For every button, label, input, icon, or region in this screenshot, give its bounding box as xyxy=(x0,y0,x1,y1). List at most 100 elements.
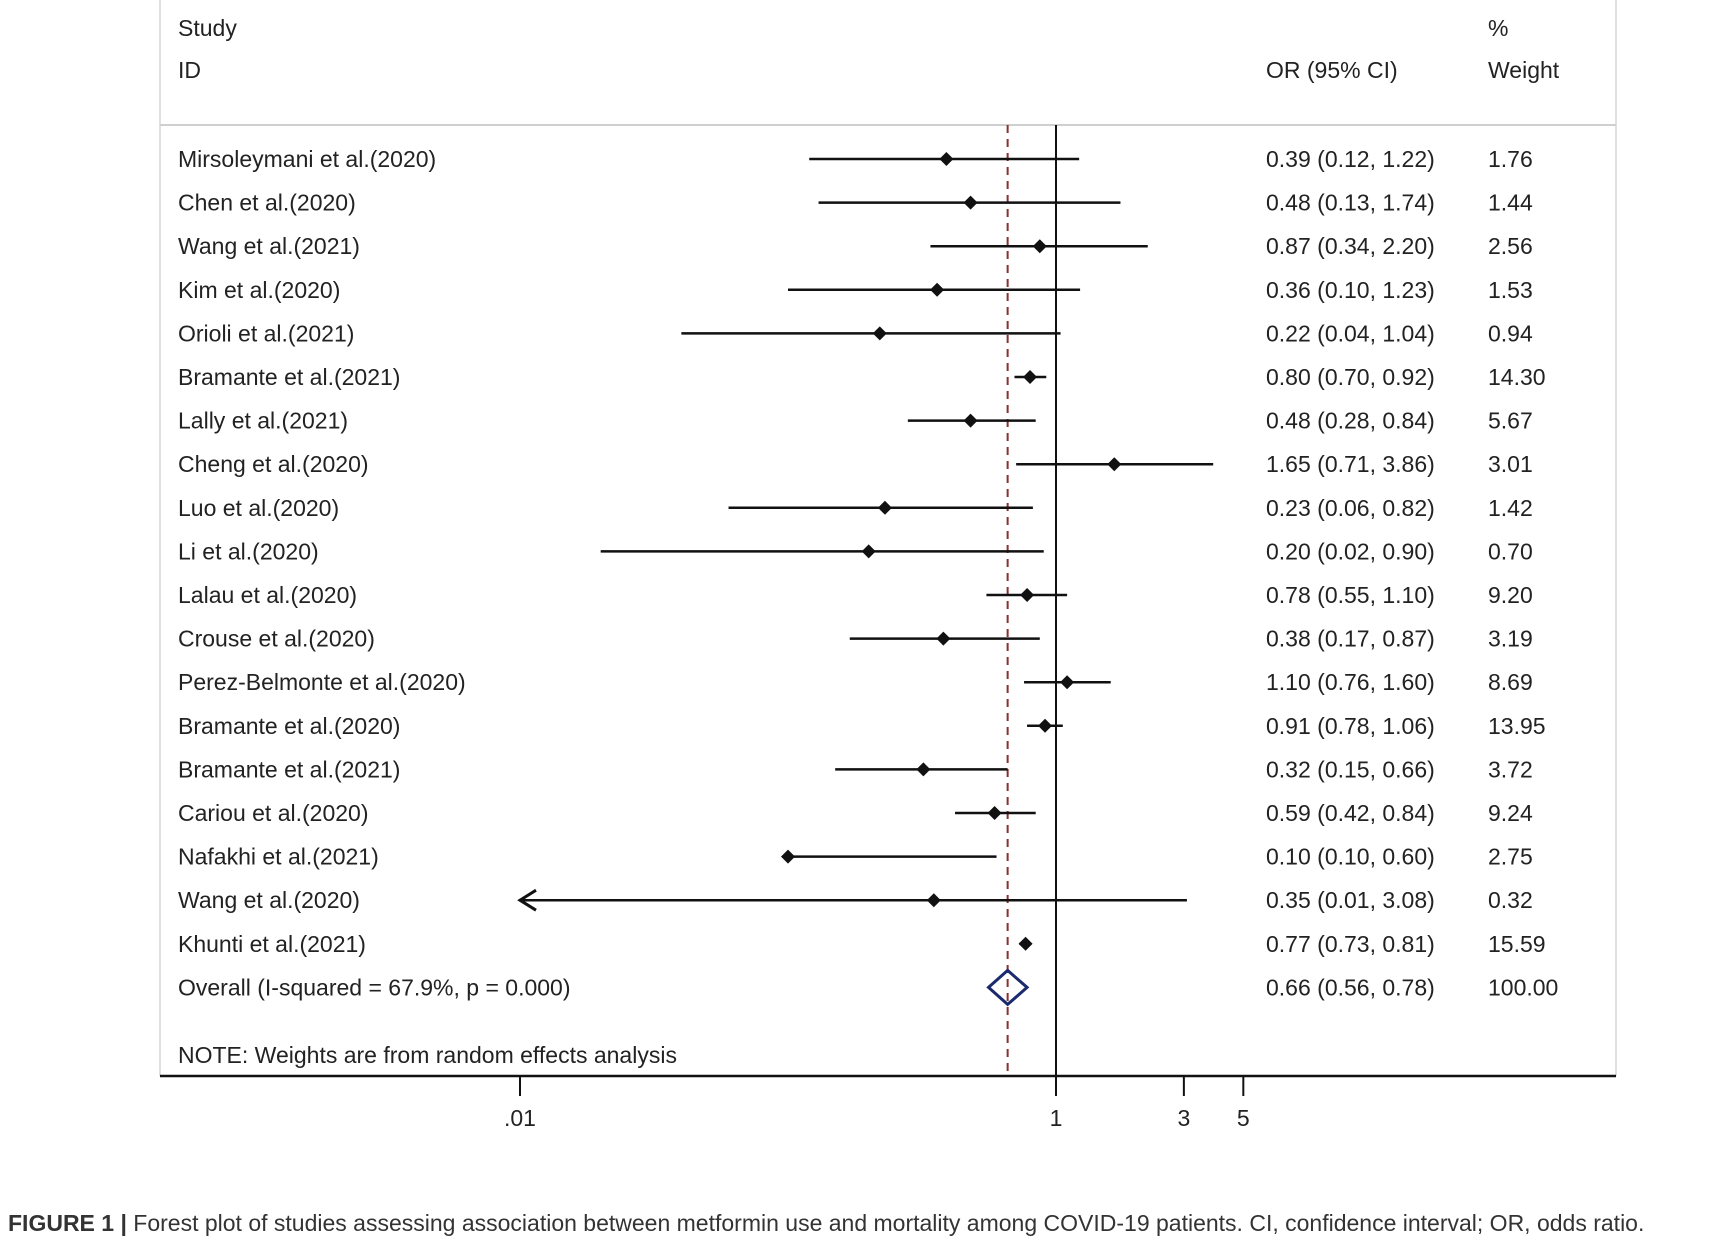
figure-caption-label: FIGURE 1 | xyxy=(8,1210,127,1236)
study-or-ci: 0.10 (0.10, 0.60) xyxy=(1266,844,1435,870)
point-estimate-marker xyxy=(987,806,1002,820)
study-label: Lally et al.(2021) xyxy=(178,408,348,434)
point-estimate-marker xyxy=(1060,675,1075,690)
overall-or-ci: 0.66 (0.56, 0.78) xyxy=(1266,974,1435,1000)
study-weight: 1.44 xyxy=(1488,190,1533,216)
study-weight: 15.59 xyxy=(1488,931,1546,957)
study-row: Cheng et al.(2020) 1.65 (0.71, 3.86) 3.01 xyxy=(178,451,1533,477)
point-estimate-marker xyxy=(926,893,941,908)
point-estimate-marker xyxy=(872,326,887,341)
study-row: Crouse et al.(2020) 0.38 (0.17, 0.87) 3.19 xyxy=(178,626,1533,652)
study-or-ci: 0.91 (0.78, 1.06) xyxy=(1266,713,1435,739)
study-or-ci: 0.48 (0.28, 0.84) xyxy=(1266,408,1435,434)
study-label: Li et al.(2020) xyxy=(178,538,319,564)
study-row: Bramante et al.(2020) 0.91 (0.78, 1.06) 13… xyxy=(178,713,1546,739)
header-or-ci: OR (95% CI) xyxy=(1266,57,1398,83)
study-row: Lalau et al.(2020) 0.78 (0.55, 1.10) 9.20 xyxy=(178,582,1533,608)
study-label: Bramante et al.(2021) xyxy=(178,756,400,782)
study-row: Khunti et al.(2021) 0.77 (0.73, 0.81) 15.5… xyxy=(178,931,1546,957)
study-label: Mirsoleymani et al.(2020) xyxy=(178,146,436,172)
study-weight: 2.75 xyxy=(1488,844,1533,870)
point-estimate-marker xyxy=(1023,370,1038,384)
study-or-ci: 0.77 (0.73, 0.81) xyxy=(1266,931,1435,957)
point-estimate-marker xyxy=(963,413,978,428)
study-weight: 1.53 xyxy=(1488,277,1533,303)
overall-diamond xyxy=(986,968,1030,1007)
study-or-ci: 0.36 (0.10, 1.23) xyxy=(1266,277,1435,303)
study-label: Bramante et al.(2021) xyxy=(178,364,400,390)
study-weight: 3.19 xyxy=(1488,626,1533,652)
note: NOTE: Weights are from random effects an… xyxy=(178,1042,677,1068)
study-weight: 9.24 xyxy=(1488,800,1533,826)
study-or-ci: 0.87 (0.34, 2.20) xyxy=(1266,233,1435,259)
header-weight: Weight xyxy=(1488,57,1560,83)
study-label: Wang et al.(2020) xyxy=(178,887,360,913)
study-row: Mirsoleymani et al.(2020) 0.39 (0.12, 1.2… xyxy=(178,146,1533,172)
header-id: ID xyxy=(178,57,201,83)
study-or-ci: 1.10 (0.76, 1.60) xyxy=(1266,669,1435,695)
point-estimate-marker xyxy=(936,631,951,646)
reference-lines xyxy=(1006,125,1057,1076)
study-weight: 0.94 xyxy=(1488,320,1533,346)
study-weight: 9.20 xyxy=(1488,582,1533,608)
figure-caption: FIGURE 1 | Forest plot of studies assess… xyxy=(8,1210,1644,1237)
x-tick-label: 1 xyxy=(1050,1105,1063,1131)
point-estimate-marker xyxy=(781,849,795,864)
study-or-ci: 0.78 (0.55, 1.10) xyxy=(1266,582,1435,608)
point-estimate-marker xyxy=(1020,588,1035,602)
study-or-ci: 0.80 (0.70, 0.92) xyxy=(1266,364,1435,390)
study-or-ci: 0.59 (0.42, 0.84) xyxy=(1266,800,1435,826)
x-tick-label: 3 xyxy=(1177,1105,1190,1131)
study-row: Orioli et al.(2021) 0.22 (0.04, 1.04) 0.94 xyxy=(178,320,1533,346)
study-row: Nafakhi et al.(2021) 0.10 (0.10, 0.60) 2.7… xyxy=(178,844,1533,870)
study-row: Cariou et al.(2020) 0.59 (0.42, 0.84) 9.24 xyxy=(178,800,1533,826)
point-estimate-marker xyxy=(1032,239,1047,254)
point-estimate-marker xyxy=(877,500,892,515)
study-row: Bramante et al.(2021) 0.80 (0.70, 0.92) 14… xyxy=(178,364,1546,390)
overall-weight: 100.00 xyxy=(1488,974,1558,1000)
point-estimate-marker xyxy=(930,282,945,297)
study-or-ci: 0.32 (0.15, 0.66) xyxy=(1266,756,1435,782)
study-weight: 5.67 xyxy=(1488,408,1533,434)
point-estimate-marker xyxy=(1018,936,1033,951)
study-label: Lalau et al.(2020) xyxy=(178,582,357,608)
study-label: Orioli et al.(2021) xyxy=(178,320,354,346)
point-estimate-marker xyxy=(861,544,876,559)
study-row: Li et al.(2020) 0.20 (0.02, 0.90) 0.70 xyxy=(178,538,1533,564)
study-rows: Mirsoleymani et al.(2020) 0.39 (0.12, 1.2… xyxy=(178,146,1546,957)
point-estimate-marker xyxy=(1107,457,1122,472)
overall-row: Overall (I-squared = 67.9%, p = 0.000) 0.… xyxy=(178,968,1558,1007)
study-label: Perez-Belmonte et al.(2020) xyxy=(178,669,466,695)
study-weight: 0.32 xyxy=(1488,887,1533,913)
study-weight: 0.70 xyxy=(1488,538,1533,564)
study-or-ci: 0.22 (0.04, 1.04) xyxy=(1266,320,1435,346)
x-tick-label: 5 xyxy=(1237,1105,1250,1131)
study-label: Khunti et al.(2021) xyxy=(178,931,366,957)
study-weight: 1.76 xyxy=(1488,146,1533,172)
study-label: Luo et al.(2020) xyxy=(178,495,339,521)
forest-plot: Study ID OR (95% CI) % Weight Mirsoleyma… xyxy=(159,0,1617,1131)
x-axis-ticks: .01 1 3 5 xyxy=(504,1076,1250,1131)
study-row: Luo et al.(2020) 0.23 (0.06, 0.82) 1.42 xyxy=(178,495,1533,521)
study-label: Kim et al.(2020) xyxy=(178,277,340,303)
study-or-ci: 0.38 (0.17, 0.87) xyxy=(1266,626,1435,652)
study-weight: 2.56 xyxy=(1488,233,1533,259)
study-label: Cariou et al.(2020) xyxy=(178,800,369,826)
study-row: Wang et al.(2021) 0.87 (0.34, 2.20) 2.56 xyxy=(178,233,1533,259)
point-estimate-marker xyxy=(1038,718,1053,733)
study-label: Bramante et al.(2020) xyxy=(178,713,400,739)
point-estimate-marker xyxy=(916,762,931,777)
study-weight: 3.72 xyxy=(1488,756,1533,782)
study-label: Crouse et al.(2020) xyxy=(178,626,375,652)
study-or-ci: 1.65 (0.71, 3.86) xyxy=(1266,451,1435,477)
x-tick-label: .01 xyxy=(504,1105,536,1131)
plot-panel-frame xyxy=(159,0,1617,1078)
study-or-ci: 0.35 (0.01, 3.08) xyxy=(1266,887,1435,913)
study-row: Bramante et al.(2021) 0.32 (0.15, 0.66) 3.… xyxy=(178,756,1533,782)
study-or-ci: 0.23 (0.06, 0.82) xyxy=(1266,495,1435,521)
study-weight: 13.95 xyxy=(1488,713,1546,739)
point-estimate-marker xyxy=(963,195,978,210)
study-weight: 1.42 xyxy=(1488,495,1533,521)
column-headers: Study ID OR (95% CI) % Weight xyxy=(178,15,1560,83)
study-row: Wang et al.(2020) 0.35 (0.01, 3.08) 0.32 xyxy=(178,887,1533,913)
